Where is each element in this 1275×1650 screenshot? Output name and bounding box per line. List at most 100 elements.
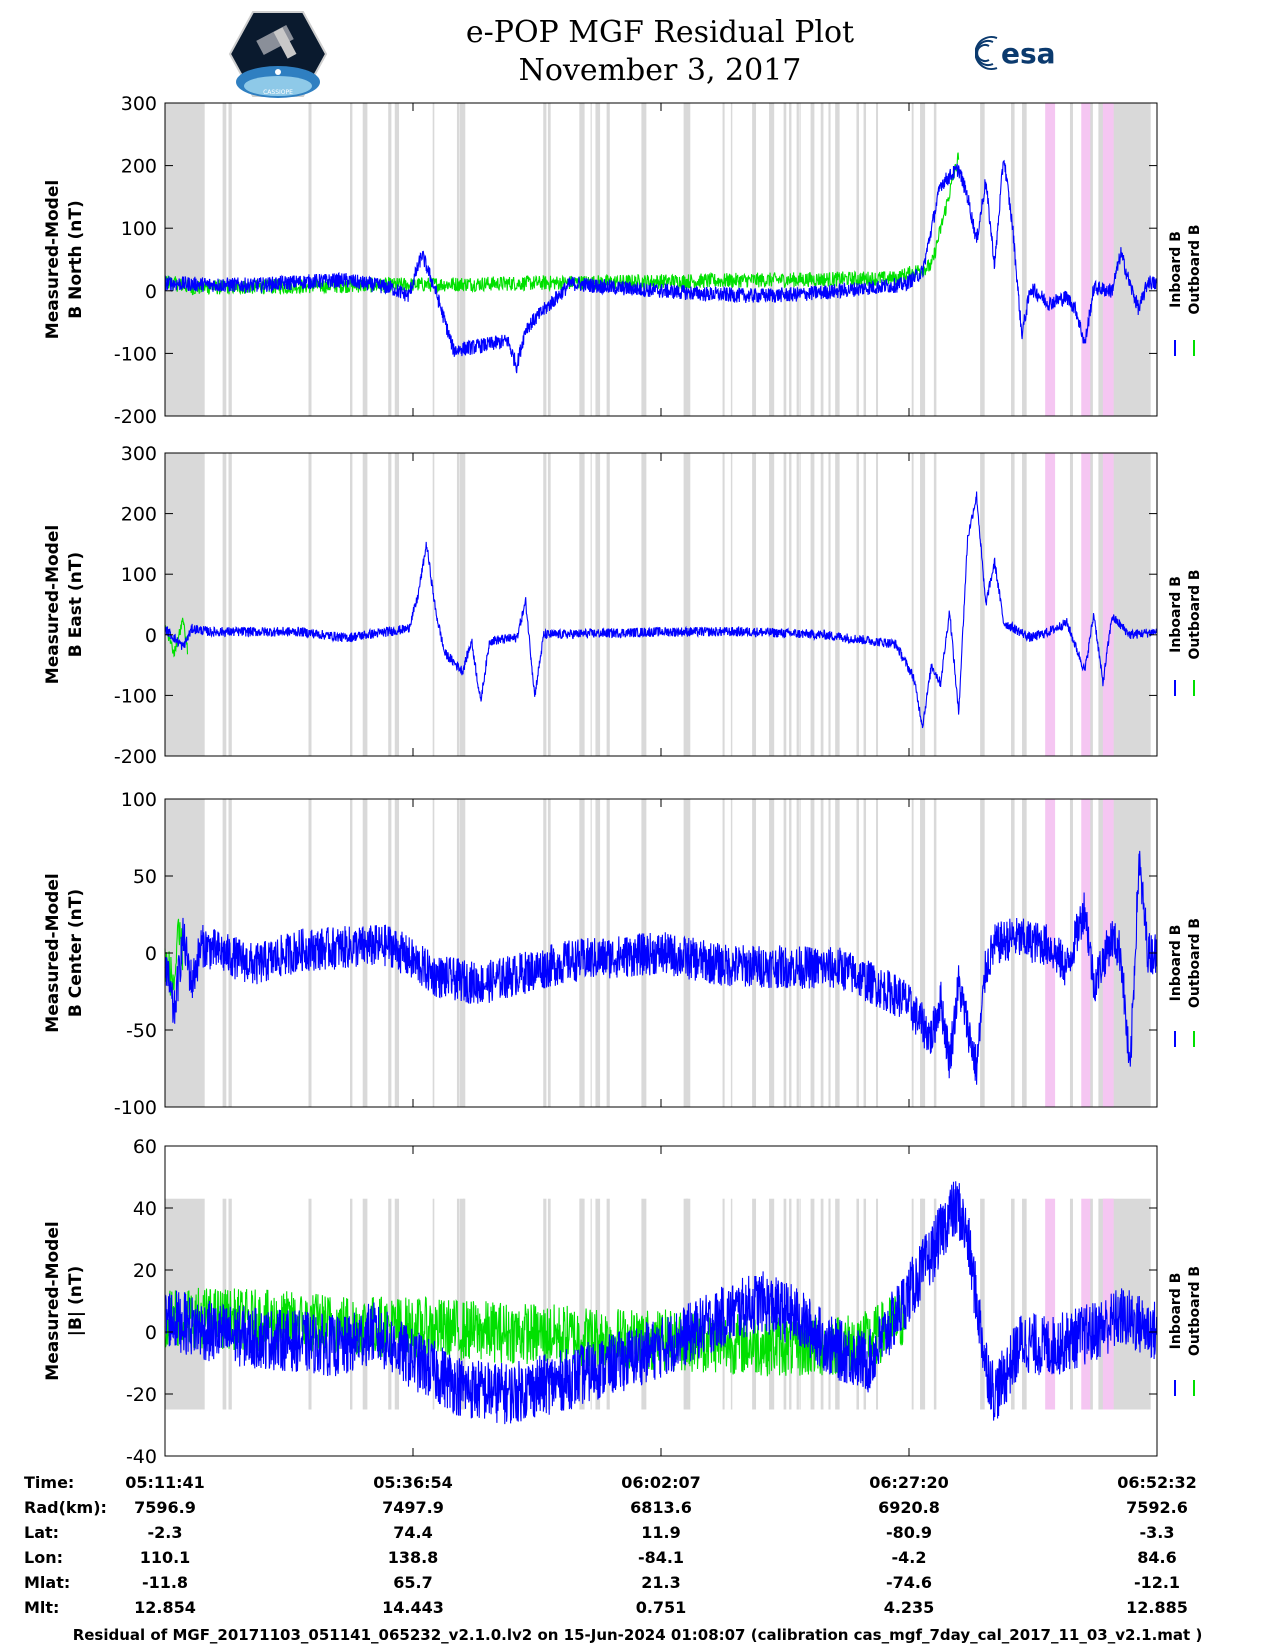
inboard-series	[164, 850, 1158, 1085]
data-gap-band	[579, 1198, 582, 1410]
legend: Inboard B Outboard B	[1168, 569, 1203, 696]
panel-3: 100 50 0 -50 -100 Measured-Model B Center (nT)…	[43, 789, 1203, 1119]
ephemeris-row-label: Lon:	[24, 1548, 63, 1567]
data-gap-band	[820, 1198, 824, 1410]
data-gap-band	[796, 799, 799, 1107]
data-gap-band-pink	[1081, 103, 1091, 416]
data-gap-band	[863, 1198, 867, 1410]
data-gap-band	[722, 103, 725, 416]
data-gap-band	[388, 1198, 392, 1410]
panel-1: 300 200 100 0 -100 -200 Measured-Model B North …	[43, 93, 1203, 428]
data-gap-band	[835, 1198, 840, 1410]
data-gap-band	[459, 799, 465, 1107]
data-gap-band	[388, 103, 392, 416]
y-axis-label-line: Measured-Model	[43, 180, 63, 339]
data-gap-band	[432, 1198, 435, 1410]
data-gap-band	[722, 453, 725, 756]
data-gap-band-pink	[1102, 453, 1114, 756]
ephemeris-value: 7596.9	[134, 1498, 196, 1517]
y-axis-label-line: B Center (nT)	[66, 889, 86, 1017]
ephemeris-value: -84.1	[638, 1548, 684, 1567]
data-gap-band	[1011, 799, 1015, 1107]
data-gap-band	[856, 103, 859, 416]
ephemeris-value: -12.1	[1134, 1573, 1180, 1592]
data-gap-band	[730, 799, 733, 1107]
ephemeris-value: 7592.6	[1126, 1498, 1188, 1517]
legend-inboard: Inboard B	[1168, 925, 1184, 1002]
chart-title: e-POP MGF Residual Plot November 3, 2017	[380, 14, 940, 90]
data-gap-band	[789, 799, 792, 1107]
legend: Inboard B Outboard B	[1168, 918, 1203, 1047]
y-tick-label: 100	[121, 789, 157, 811]
y-tick-label: 300	[121, 93, 157, 115]
data-gap-band	[432, 103, 435, 416]
data-gap-band	[222, 453, 227, 756]
legend-outboard: Outboard B	[1187, 224, 1203, 314]
ephemeris-value: -3.3	[1140, 1523, 1175, 1542]
title-line-1: e-POP MGF Residual Plot	[465, 15, 855, 50]
svg-text:esa: esa	[1001, 37, 1056, 70]
data-gap-band	[595, 453, 601, 756]
y-tick-label: -50	[126, 1020, 157, 1042]
data-gap-band	[820, 799, 824, 1107]
y-tick-label: -100	[114, 1097, 157, 1119]
ephemeris-value: 138.8	[388, 1548, 439, 1567]
data-gap-band	[432, 799, 435, 1107]
data-gap-band	[933, 799, 937, 1107]
ephemeris-row-label: Mlt:	[24, 1598, 59, 1617]
y-axis-label-line: Measured-Model	[43, 525, 63, 684]
panel-2: 300 200 100 0 -100 -200 Measured-Model B East (…	[43, 443, 1203, 768]
data-gap-band-pink	[1045, 103, 1056, 416]
y-tick-label: 300	[121, 443, 157, 465]
plot-background	[165, 103, 1157, 416]
y-tick-label: 100	[121, 564, 157, 586]
data-gap-band	[1022, 799, 1027, 1107]
ephemeris-row-label: Rad(km):	[24, 1498, 107, 1517]
data-gap-band	[685, 453, 691, 756]
data-gap-band	[394, 453, 400, 756]
data-gap-band	[810, 453, 815, 756]
data-gap-band-pink	[1081, 799, 1091, 1107]
ephemeris-value: 4.235	[884, 1598, 935, 1617]
ephemeris-value: 06:02:07	[621, 1473, 701, 1492]
y-tick-label: 60	[133, 1136, 157, 1158]
data-gap-band	[876, 453, 879, 756]
legend: Inboard B Outboard B	[1168, 1266, 1203, 1396]
data-gap-band	[828, 1198, 831, 1410]
data-gap-band	[1022, 453, 1027, 756]
data-gap-band	[362, 453, 368, 756]
data-gap-band	[165, 453, 205, 756]
data-gap-band	[165, 103, 205, 416]
data-gap-band	[394, 103, 400, 416]
data-gap-band	[1069, 799, 1073, 1107]
data-gap-band	[590, 103, 592, 416]
data-gap-band	[1011, 453, 1015, 756]
data-gap-band	[308, 103, 312, 416]
legend-outboard: Outboard B	[1187, 1266, 1203, 1356]
data-gap-band	[547, 1198, 551, 1410]
data-gap-band	[876, 1198, 879, 1410]
inboard-series	[164, 159, 1158, 374]
y-tick-label: 0	[145, 943, 157, 965]
y-axis-label-line: Measured-Model	[43, 873, 63, 1032]
ephemeris-value: 05:36:54	[373, 1473, 453, 1492]
data-gap-band	[799, 103, 801, 416]
data-gap-band	[783, 103, 787, 416]
ephemeris-value: 110.1	[140, 1548, 191, 1567]
panel-4: 60 40 20 0 -20 -40 Measured-Model |B| (nT) Inboa…	[43, 1136, 1203, 1468]
data-gap-band	[921, 453, 926, 756]
y-axis-label: Measured-Model B Center (nT)	[43, 873, 86, 1032]
data-gap-band	[543, 103, 547, 416]
data-gap-band	[876, 799, 879, 1107]
data-gap-band	[547, 799, 551, 1107]
data-gap-band	[1069, 453, 1073, 756]
data-gap-band	[796, 103, 799, 416]
ephemeris-value: 0.751	[636, 1598, 687, 1617]
title-line-2: November 3, 2017	[518, 53, 802, 88]
data-gap-band	[228, 453, 232, 756]
y-axis-label-line: |B| (nT)	[66, 1266, 86, 1337]
data-gap-band	[579, 799, 582, 1107]
data-gap-band	[810, 799, 815, 1107]
data-gap-band	[579, 103, 585, 416]
